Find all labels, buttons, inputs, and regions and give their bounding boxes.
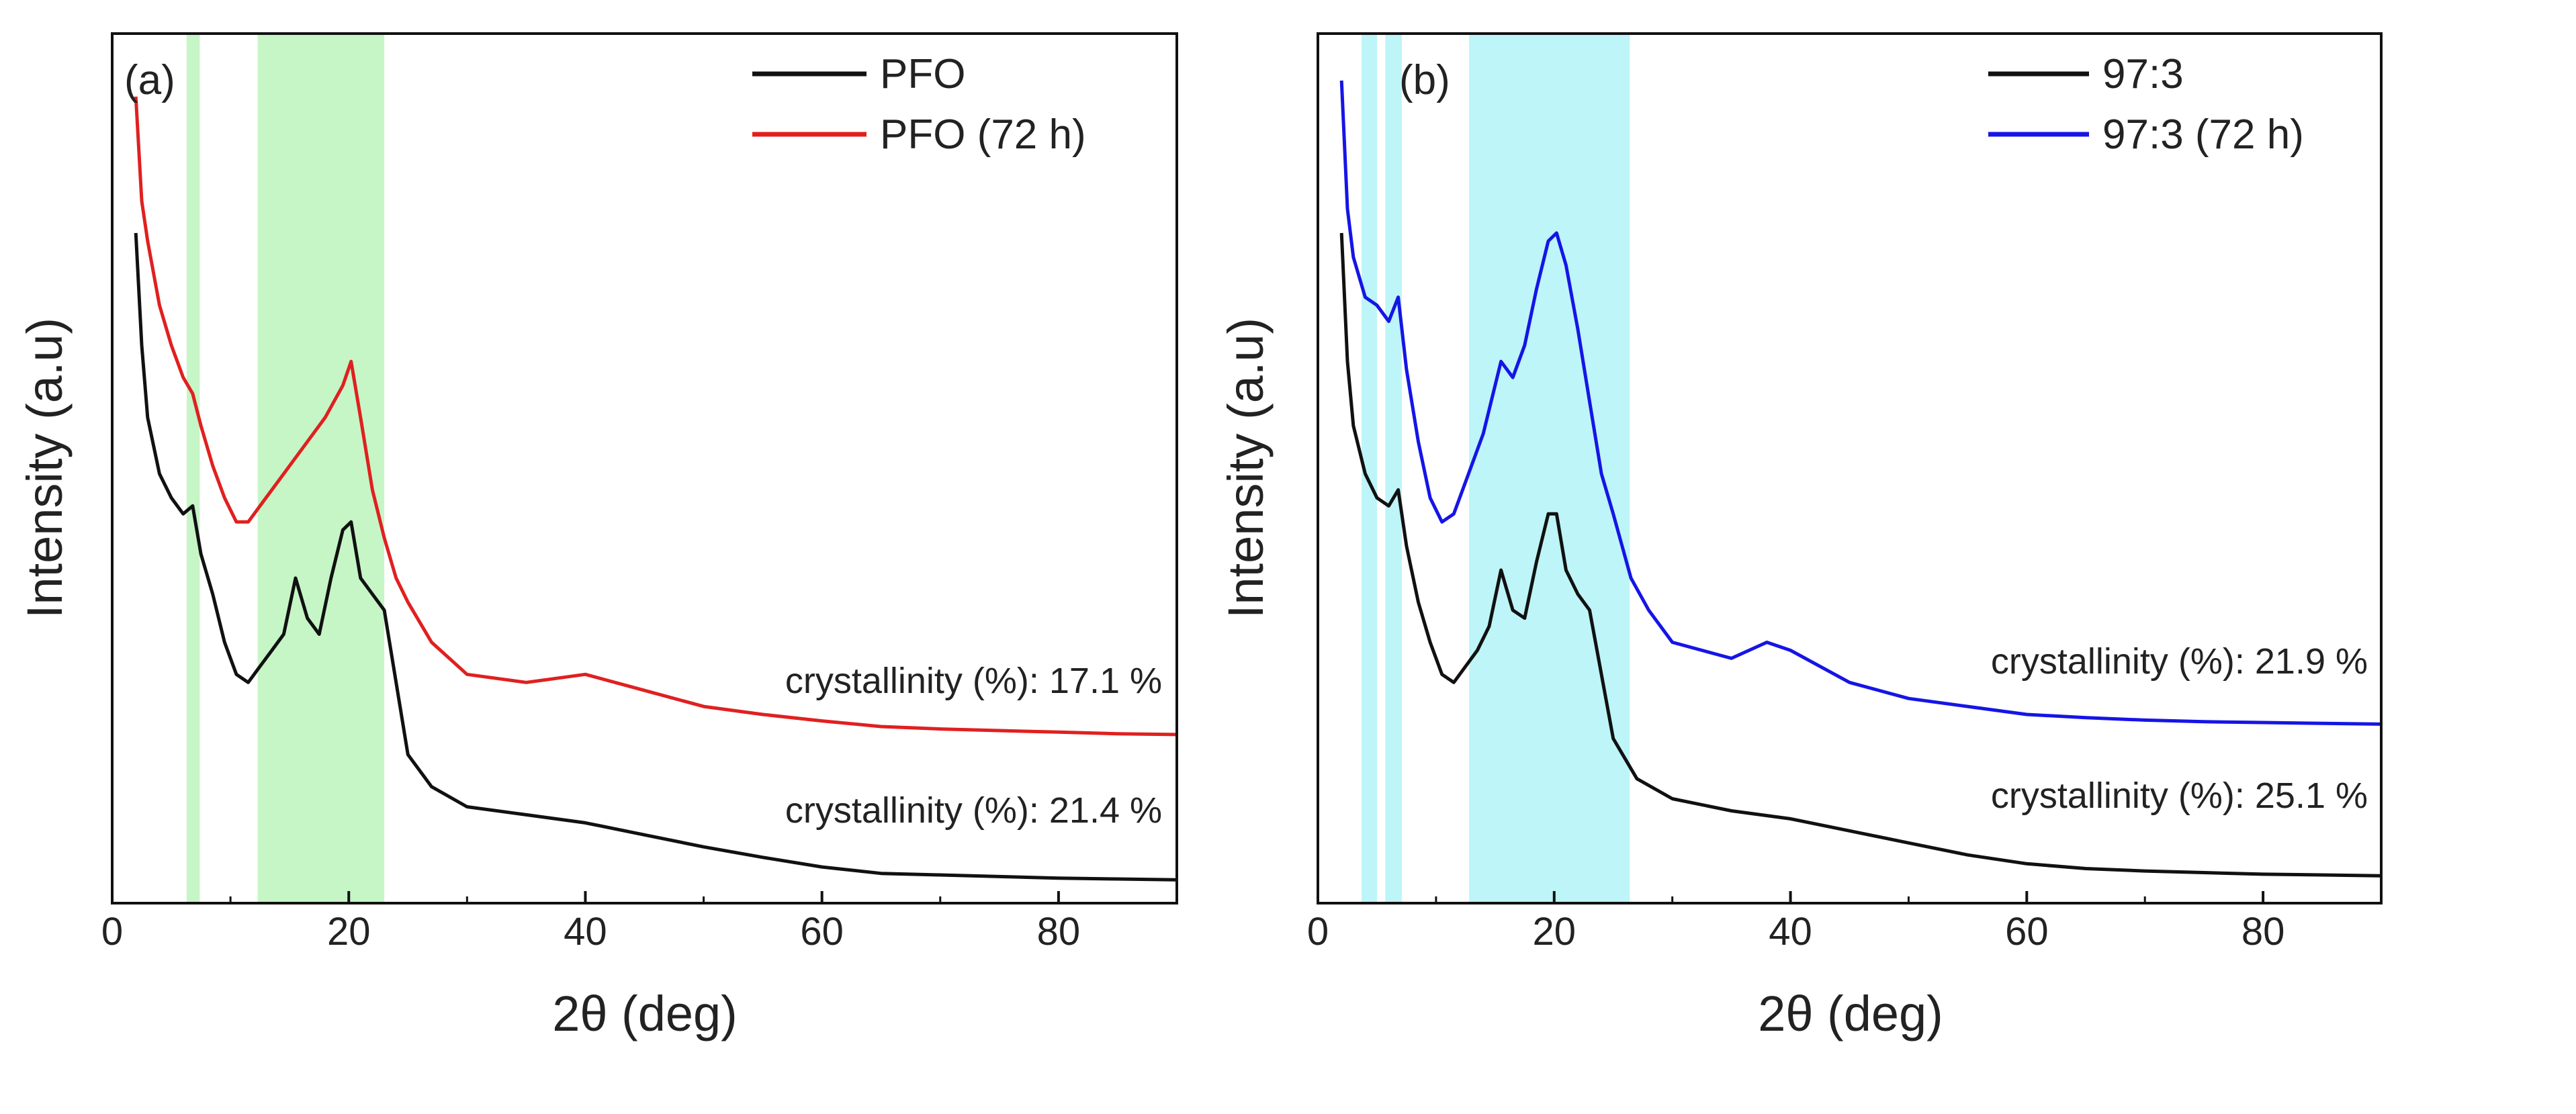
series-line-97-3-72h xyxy=(1339,80,2382,726)
shaded-band-b-1 xyxy=(1362,34,1377,903)
shaded-band-a-2 xyxy=(257,34,385,903)
x-tick-label-a-0: 0 xyxy=(101,910,123,954)
shaded-bands-a xyxy=(186,34,385,903)
panel-label-b: (b) xyxy=(1399,57,1450,103)
series-group-b xyxy=(1339,80,2382,878)
y-axis-label-a: Intensity (a.u) xyxy=(17,318,73,618)
crystallinity-annotation-97-3: crystallinity (%): 25.1 % xyxy=(1991,776,2368,816)
x-tick-label-a-20: 20 xyxy=(327,910,371,954)
crystallinity-annotation-97-3-72h: crystallinity (%): 21.9 % xyxy=(1991,641,2368,682)
panel-label-a: (a) xyxy=(124,57,175,103)
legend-label-pfo: PFO xyxy=(880,51,965,97)
crystallinity-annotation-pfo-72h: crystallinity (%): 17.1 % xyxy=(785,661,1162,701)
panel-a: 0 20 40 60 80 (a) 2θ (deg) Intensity (a.u) P… xyxy=(17,32,1178,1041)
crystallinity-annotation-pfo: crystallinity (%): 21.4 % xyxy=(785,790,1162,831)
x-tick-label-b-80: 80 xyxy=(2241,910,2285,954)
legend-label-97-3: 97:3 xyxy=(2102,51,2184,97)
series-line-pfo-72h xyxy=(134,96,1178,737)
y-axis-label-b: Intensity (a.u) xyxy=(1218,318,1274,618)
legend-label-pfo-72h: PFO (72 h) xyxy=(880,111,1086,158)
plot-frame-b xyxy=(1317,32,2383,904)
x-axis-label-b: 2θ (deg) xyxy=(1758,986,1943,1041)
series-line-97-3 xyxy=(1339,232,2382,878)
series-line-pfo xyxy=(134,232,1178,882)
shaded-band-a-1 xyxy=(186,34,200,903)
x-ticks-a: 0 20 40 60 80 xyxy=(101,891,1080,954)
x-ticks-b: 0 20 40 60 80 xyxy=(1307,891,2285,954)
panel-b: 0 20 40 60 80 (b) 2θ (deg) Intensity (a.u) 9… xyxy=(1218,32,2383,1041)
shaded-band-b-3 xyxy=(1469,34,1630,903)
x-tick-label-a-40: 40 xyxy=(564,910,607,954)
x-tick-label-a-80: 80 xyxy=(1037,910,1081,954)
x-tick-label-a-60: 60 xyxy=(800,910,844,954)
series-group-a xyxy=(134,96,1178,882)
x-tick-label-b-60: 60 xyxy=(2005,910,2049,954)
x-axis-label-a: 2θ (deg) xyxy=(552,986,738,1041)
legend-label-97-3-72h: 97:3 (72 h) xyxy=(2102,111,2304,158)
shaded-bands-b xyxy=(1362,34,1630,903)
x-tick-label-b-0: 0 xyxy=(1307,910,1329,954)
x-tick-label-b-40: 40 xyxy=(1769,910,1812,954)
x-tick-label-b-20: 20 xyxy=(1533,910,1576,954)
shaded-band-b-2 xyxy=(1385,34,1402,903)
plot-frame-a xyxy=(111,32,1178,904)
